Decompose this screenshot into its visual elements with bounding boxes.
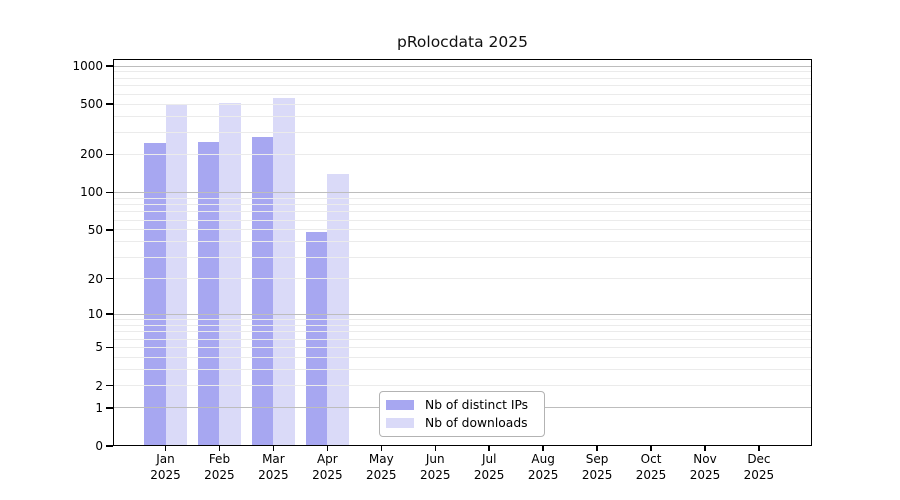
year-label: 2025: [581, 467, 613, 482]
y-tick-label: 1000: [72, 59, 103, 74]
minor-gridline: [113, 115, 812, 117]
y-tick-mark: [106, 153, 113, 156]
y-tick-label: 200: [80, 147, 103, 162]
y-tick-label: 50: [87, 222, 103, 237]
x-tick-label-aug: Aug 2025: [515, 452, 571, 483]
x-tick-mark: [488, 446, 490, 451]
month-label: Apr: [316, 452, 338, 466]
y-tick-label: 1: [95, 400, 103, 415]
x-tick-label-jul: Jul 2025: [461, 452, 517, 483]
y-tick-label: 100: [80, 185, 103, 200]
month-label: Jul: [481, 452, 497, 466]
x-tick-label-jun: Jun 2025: [407, 452, 463, 483]
x-tick-label-dec: Dec 2025: [731, 452, 787, 483]
bar-jan-distinct-ips: [144, 143, 166, 446]
month-label: Feb: [208, 452, 231, 466]
y-tick-mark: [106, 229, 113, 231]
x-tick-mark: [380, 446, 383, 451]
month-label: Jan: [156, 452, 175, 466]
legend-entry-downloads: Nb of downloads: [386, 415, 544, 430]
year-label: 2025: [366, 467, 397, 482]
y-tick-mark: [106, 384, 113, 387]
x-tick-mark: [542, 446, 544, 451]
bar-apr-downloads: [327, 173, 349, 446]
year-label: 2025: [689, 467, 721, 482]
x-tick-mark: [758, 446, 760, 451]
y-tick-mark: [106, 346, 113, 349]
y-tick-label: 5: [95, 340, 103, 355]
year-label: 2025: [473, 467, 505, 482]
y-tick-mark: [106, 445, 113, 447]
major-gridline: [113, 65, 812, 67]
x-tick-label-sep: Sep 2025: [569, 452, 625, 483]
x-tick-label-feb: Feb 2025: [191, 452, 247, 483]
x-tick-label-mar: Mar 2025: [245, 452, 301, 483]
y-tick-label: 0: [95, 439, 103, 453]
year-label: 2025: [204, 467, 235, 482]
x-tick-label-nov: Nov 2025: [677, 452, 733, 483]
y-tick-label: 10: [87, 307, 103, 322]
y-tick-label: 500: [80, 97, 103, 112]
x-tick-mark: [218, 446, 221, 451]
x-tick-mark: [326, 446, 329, 451]
month-label: Nov: [693, 452, 717, 466]
minor-gridline: [113, 85, 812, 87]
legend-entry-distinct-ips: Nb of distinct IPs: [386, 397, 544, 412]
x-tick-mark: [272, 446, 275, 451]
minor-gridline: [113, 131, 812, 133]
legend-swatch-distinct-ips: [386, 400, 414, 410]
month-label: Sep: [585, 452, 609, 466]
year-label: 2025: [150, 467, 181, 482]
legend-label-distinct-ips: Nb of distinct IPs: [425, 397, 529, 412]
month-label: Jun: [425, 452, 445, 466]
y-tick-mark: [106, 313, 113, 315]
y-tick-mark: [106, 191, 113, 194]
x-tick-mark: [596, 446, 598, 451]
minor-gridline: [113, 77, 812, 79]
y-tick-mark: [106, 103, 113, 105]
x-tick-mark: [434, 446, 436, 451]
bar-feb-distinct-ips: [197, 141, 220, 446]
year-label: 2025: [635, 467, 667, 482]
legend-label-downloads: Nb of downloads: [425, 415, 528, 430]
y-tick-mark: [106, 65, 113, 67]
month-label: Mar: [262, 452, 285, 466]
x-tick-mark: [704, 446, 706, 451]
x-tick-mark: [164, 446, 167, 451]
bar-mar-distinct-ips: [251, 136, 274, 446]
year-label: 2025: [527, 467, 559, 482]
y-tick-mark: [106, 407, 113, 409]
x-tick-label-oct: Oct 2025: [623, 452, 679, 483]
chart-title: pRolocdata 2025: [397, 33, 528, 51]
year-label: 2025: [312, 467, 343, 482]
y-tick-label: 20: [87, 271, 103, 286]
month-label: Dec: [747, 452, 771, 466]
year-label: 2025: [258, 467, 289, 482]
bar-apr-distinct-ips: [305, 232, 328, 446]
year-label: 2025: [743, 467, 775, 482]
month-label: Aug: [531, 452, 555, 466]
bar-mar-downloads: [273, 98, 295, 446]
plot-area: [113, 59, 812, 446]
y-tick-mark: [106, 277, 113, 280]
year-label: 2025: [419, 467, 451, 482]
month-label: Oct: [640, 452, 662, 466]
minor-gridline: [113, 93, 812, 95]
x-tick-label-apr: Apr 2025: [299, 452, 355, 483]
x-tick-label-jan: Jan 2025: [138, 452, 194, 483]
x-tick-label-may: May 2025: [353, 452, 409, 483]
y-tick-label: 2: [95, 378, 103, 393]
bar-jan-downloads: [165, 104, 187, 446]
month-label: May: [368, 452, 394, 466]
legend: Nb of distinct IPs Nb of downloads: [379, 391, 545, 437]
minor-gridline: [113, 103, 812, 105]
legend-swatch-downloads: [386, 418, 414, 428]
x-tick-mark: [650, 446, 652, 451]
minor-gridline: [113, 71, 812, 73]
bar-feb-downloads: [219, 102, 241, 446]
